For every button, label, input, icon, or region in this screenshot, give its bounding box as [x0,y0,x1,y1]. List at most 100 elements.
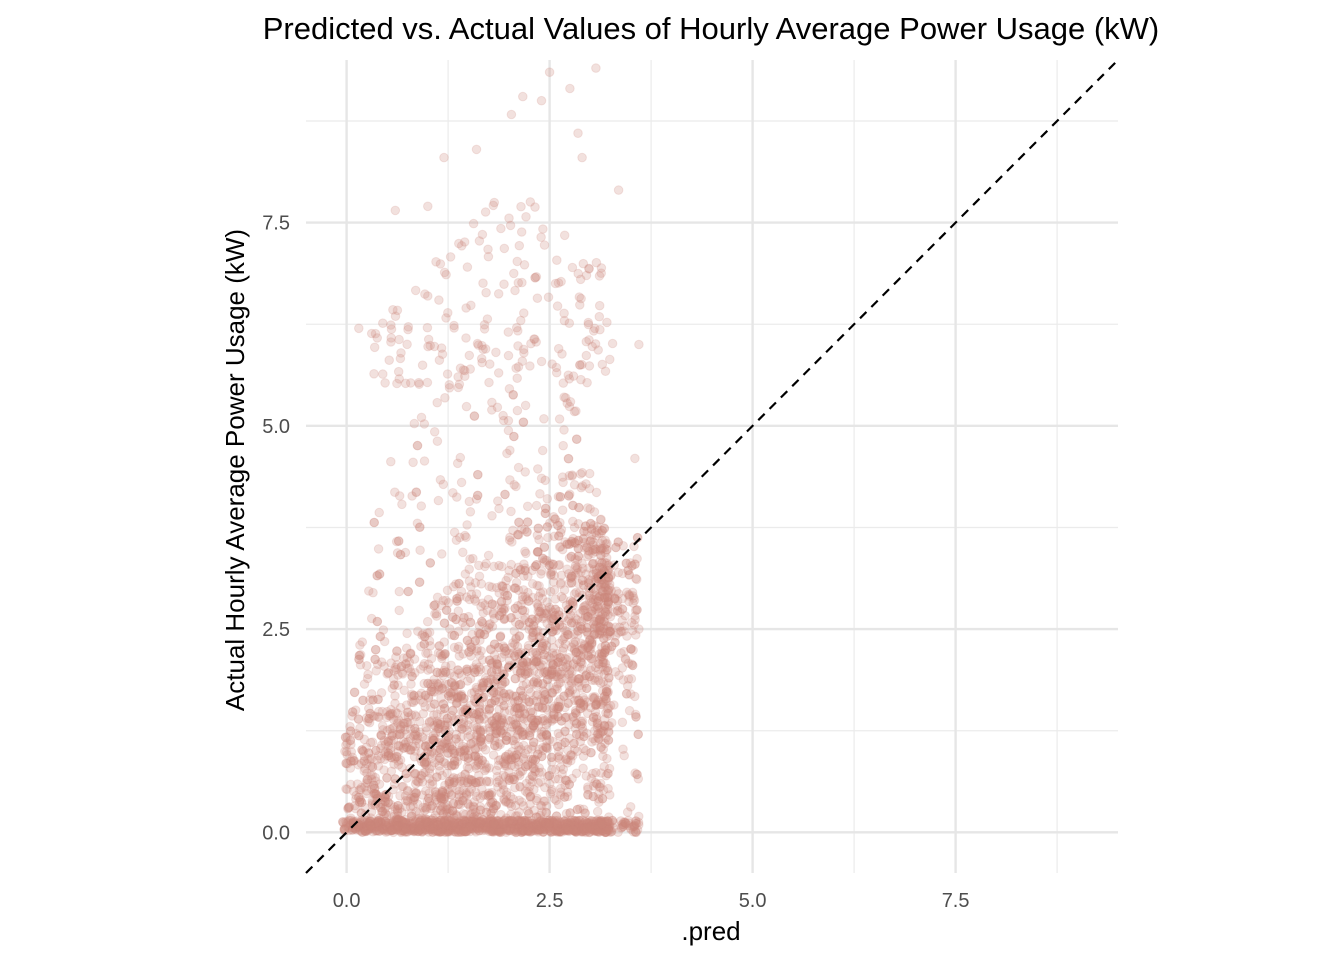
scatter-point [597,697,608,707]
scatter-point [380,816,391,827]
scatter-point [421,804,432,814]
scatter-point [589,507,600,517]
scatter-point [403,324,413,335]
scatter-point [515,822,525,833]
scatter-point [376,730,386,740]
scatter-point [489,197,500,208]
scatter-point [586,653,597,664]
scatter-point [536,608,547,619]
scatter-point [394,491,405,501]
scatter-point [511,633,521,644]
scatter-point [458,795,468,806]
scatter-point [573,519,584,529]
scatter-point [393,746,404,757]
scatter-point [434,685,444,695]
scatter-point [464,822,475,832]
scatter-point [562,398,573,409]
scatter-point [496,596,507,607]
scatter-point [518,824,529,834]
scatter-point [510,285,520,296]
scatter-point [441,667,451,678]
scatter-point [618,626,629,636]
scatter-point [386,324,397,335]
scatter-point [445,817,456,828]
scatter-point [446,823,457,833]
scatter-point [449,630,460,641]
scatter-point [498,603,509,614]
scatter-point [406,691,417,701]
scatter-point [518,722,528,733]
scatter-point [559,792,570,802]
scatter-point [600,366,611,377]
scatter-point [525,361,535,371]
scatter-point [380,378,390,388]
scatter-point [623,658,634,669]
scatter-point [436,693,446,703]
scatter-point [525,707,536,717]
scatter-point [594,271,605,281]
scatter-point [354,730,364,741]
scatter-point [393,807,403,817]
scatter-point [514,631,525,641]
scatter-point [560,393,571,403]
scatter-point [435,727,446,738]
scatter-point [438,479,449,490]
scatter-point [459,792,469,802]
scatter-point [448,806,458,816]
scatter-point [527,565,538,576]
scatter-point [480,344,491,354]
x-tick-label: 2.5 [536,890,564,912]
scatter-point [410,723,420,734]
scatter-point [579,601,590,611]
scatter-point [432,823,443,834]
scatter-point [493,755,504,766]
scatter-point [500,771,511,782]
scatter-point [513,695,524,706]
scatter-point [391,824,402,835]
scatter-point [593,826,603,837]
scatter-point [564,539,575,550]
scatter-point [538,612,549,622]
scatter-point [543,292,554,303]
scatter-point [594,734,604,744]
scatter-point [494,697,504,707]
scatter-point [409,418,420,429]
scatter-point [373,751,384,761]
scatter-point [617,717,628,728]
scatter-point [607,338,618,349]
scatter-point [549,794,560,804]
scatter-point [499,243,510,254]
scatter-point [373,544,384,554]
scatter-point [556,669,567,679]
scatter-point [494,560,504,571]
scatter-point [522,501,533,512]
scatter-point [403,712,414,722]
scatter-point [474,825,485,836]
scatter-point [532,677,543,688]
scatter-point [374,569,385,579]
scatter-point [563,688,574,698]
scatter-point [506,809,516,820]
scatter-point [541,819,551,830]
scatter-point [503,350,514,361]
scatter-point [436,789,446,800]
scatter-point [443,814,454,825]
scatter-point [465,826,475,837]
scatter-point [503,572,513,583]
scatter-point [539,240,550,250]
scatter-point [392,660,402,670]
scatter-point [364,586,374,596]
scatter-point [456,823,467,834]
scatter-point [478,278,488,289]
scatter-point [628,821,639,832]
scatter-point [502,715,513,725]
scatter-point [518,657,528,668]
scatter-point [600,593,611,603]
scatter-point [601,770,611,781]
scatter-point [493,496,503,506]
scatter-point [552,826,563,837]
scatter-point [445,687,456,698]
scatter-point [564,653,574,663]
scatter-point [499,643,510,653]
scatter-point [456,820,467,830]
